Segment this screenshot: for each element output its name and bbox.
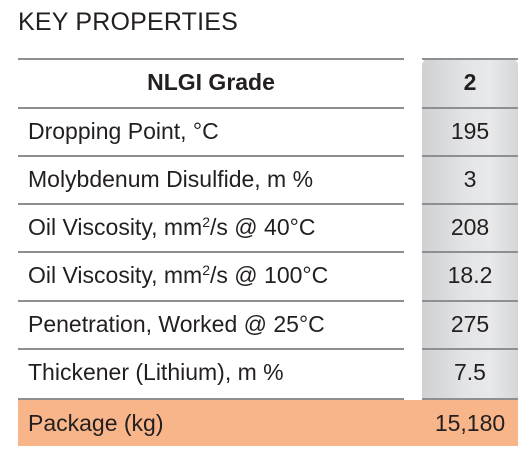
package-label: Package (kg): [28, 410, 164, 436]
row-value: 7.5: [454, 359, 486, 385]
row-label-superscript: 2: [202, 262, 211, 278]
row-label-text-end: /s @ 40°C: [210, 214, 316, 240]
table-row: Molybdenum Disulfide, m % 3: [18, 155, 518, 200]
row-label-text: Oil Viscosity, mm: [28, 214, 203, 240]
table-header-row: NLGI Grade 2: [18, 58, 518, 103]
table-row: Dropping Point, °C 195: [18, 107, 518, 152]
row-label: Penetration, Worked @ 25°C: [28, 311, 325, 337]
row-label: Oil Viscosity, mm2/s @ 100°C: [28, 253, 328, 298]
package-value: 15,180: [434, 410, 506, 436]
row-value: 3: [463, 166, 477, 192]
table-row: Oil Viscosity, mm2/s @ 40°C 208: [18, 203, 518, 248]
table-row: Penetration, Worked @ 25°C 275: [18, 300, 518, 345]
row-label: Oil Viscosity, mm2/s @ 40°C: [28, 205, 315, 250]
row-label: Thickener (Lithium), m %: [28, 359, 284, 385]
row-label-text: Oil Viscosity, mm: [28, 262, 203, 288]
package-row: Package (kg) 15,180: [18, 398, 518, 446]
row-label: Molybdenum Disulfide, m %: [28, 166, 314, 192]
header-label: NLGI Grade: [147, 69, 275, 95]
row-label: Dropping Point, °C: [28, 118, 219, 144]
table-row: Thickener (Lithium), m % 7.5: [18, 348, 518, 393]
row-value: 275: [450, 311, 490, 337]
row-label-superscript: 2: [202, 214, 211, 230]
row-label-text-end: /s @ 100°C: [210, 262, 329, 288]
header-value: 2: [463, 69, 477, 95]
row-value: 18.2: [447, 262, 493, 288]
table-row: Oil Viscosity, mm2/s @ 100°C 18.2: [18, 251, 518, 296]
row-value: 195: [450, 118, 490, 144]
grade-column-shade: [422, 58, 518, 398]
row-value: 208: [450, 214, 490, 240]
page-title: KEY PROPERTIES: [18, 8, 239, 36]
